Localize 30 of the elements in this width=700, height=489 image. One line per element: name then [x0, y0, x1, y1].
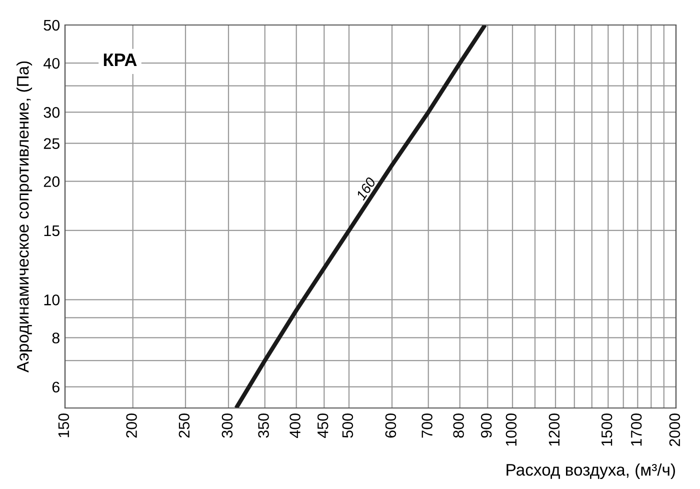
- x-tick-label: 1500: [601, 413, 612, 446]
- y-tick-label: 8: [52, 332, 60, 344]
- x-tick-label: 800: [453, 413, 464, 438]
- x-tick-label: 700: [422, 413, 432, 438]
- x-tick-label: 600: [385, 413, 396, 438]
- x-tick-label: 1200: [548, 413, 560, 446]
- x-tick-label: 2000: [669, 413, 680, 446]
- y-axis-title: Аэродинамическое сопротивление, (Па): [16, 61, 32, 373]
- x-tick-label: 300: [222, 413, 233, 438]
- x-tick-label: 450: [317, 413, 328, 438]
- x-tick-label: 1000: [506, 413, 517, 446]
- y-tick-label: 40: [44, 58, 60, 69]
- x-tick-label: 900: [480, 413, 492, 438]
- x-tick-label: 400: [290, 413, 300, 438]
- text: КРА: [104, 54, 137, 66]
- y-tick-label: 6: [52, 382, 60, 393]
- x-tick-label: 150: [58, 413, 70, 438]
- x-tick-label: 350: [258, 413, 269, 438]
- x-axis-title: Расход воздуха, (м³/ч): [506, 464, 675, 480]
- x-tick-label: 200: [126, 413, 137, 438]
- y-tick-label: 25: [44, 138, 60, 149]
- y-tick-label: 15: [44, 225, 60, 236]
- x-tick-label: 500: [342, 413, 354, 438]
- x-tick-label: 1700: [630, 413, 642, 446]
- y-tick-label: 10: [44, 294, 60, 306]
- text: 160: [356, 176, 376, 201]
- y-tick-label: 50: [44, 20, 60, 31]
- y-tick-label: 20: [44, 176, 60, 188]
- y-tick-label: 30: [44, 107, 60, 118]
- x-tick-label: 250: [178, 413, 190, 438]
